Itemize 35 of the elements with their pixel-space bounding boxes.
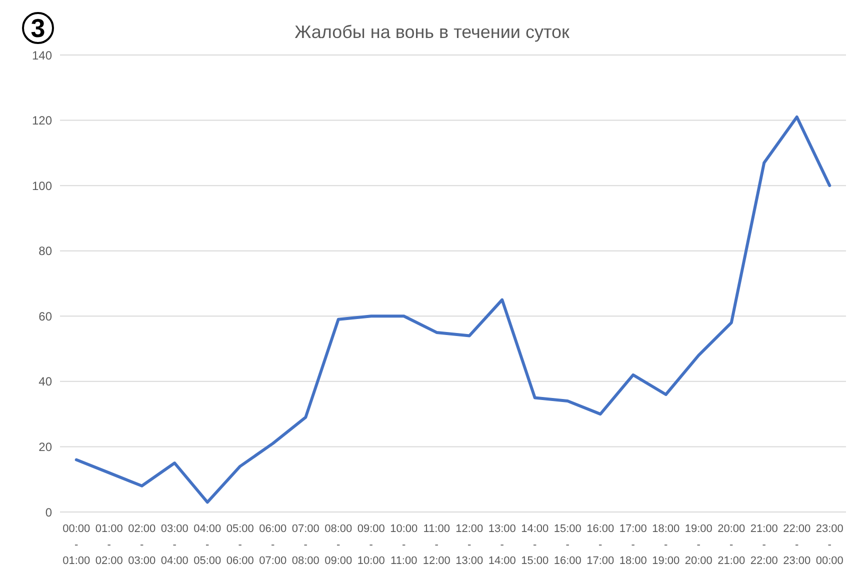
- x-tick-label: 14:00 - 15:00: [521, 523, 549, 567]
- x-tick-label: 07:00 - 08:00: [292, 523, 320, 567]
- x-tick-label: 04:00 - 05:00: [194, 523, 222, 567]
- x-tick-label: 06:00 - 07:00: [259, 523, 287, 567]
- y-tick-label: 100: [32, 178, 52, 193]
- y-tick-label: 40: [38, 374, 52, 389]
- x-tick-label: 03:00 - 04:00: [160, 523, 188, 567]
- x-tick-label: 18:00 - 19:00: [652, 523, 680, 567]
- x-tick-label: 10:00 - 11:00: [390, 523, 418, 567]
- y-tick-label: 120: [32, 114, 52, 128]
- x-tick-label: 20:00 - 21:00: [718, 523, 746, 567]
- x-tick-label: 12:00 - 13:00: [456, 523, 484, 567]
- y-tick-label: 60: [38, 309, 52, 324]
- text: 3: [22, 12, 54, 44]
- x-tick-label: 08:00 - 09:00: [324, 523, 352, 567]
- x-tick-label: 11:00 - 12:00: [422, 523, 450, 567]
- y-tick-label: 20: [38, 440, 52, 454]
- x-tick-label: 00:00 - 01:00: [62, 523, 90, 567]
- x-tick-label: 05:00 - 06:00: [226, 523, 254, 567]
- y-tick-label: 140: [32, 48, 52, 62]
- line-series: [74, 116, 832, 504]
- y-tick-label: 80: [38, 244, 52, 258]
- x-tick-label: 19:00 - 20:00: [684, 523, 712, 567]
- y-tick-label: 0: [45, 505, 52, 520]
- x-tick-label: 21:00 - 22:00: [750, 523, 778, 567]
- x-tick-label: 09:00 - 10:00: [357, 523, 385, 567]
- x-tick-label: 01:00 - 02:00: [95, 523, 123, 567]
- x-tick-label: 15:00 - 16:00: [554, 523, 582, 567]
- chart-title: Жалобы на вонь в течении суток: [294, 22, 570, 42]
- x-tick-label: 23:00 - 00:00: [816, 523, 844, 567]
- x-tick-label: 02:00 - 03:00: [128, 523, 156, 567]
- x-tick-label: 22:00 - 23:00: [783, 523, 811, 567]
- x-tick-label: 17:00 - 18:00: [619, 523, 647, 567]
- x-tick-label: 13:00 - 14:00: [488, 523, 516, 567]
- x-tick-label: 16:00 - 17:00: [586, 523, 614, 567]
